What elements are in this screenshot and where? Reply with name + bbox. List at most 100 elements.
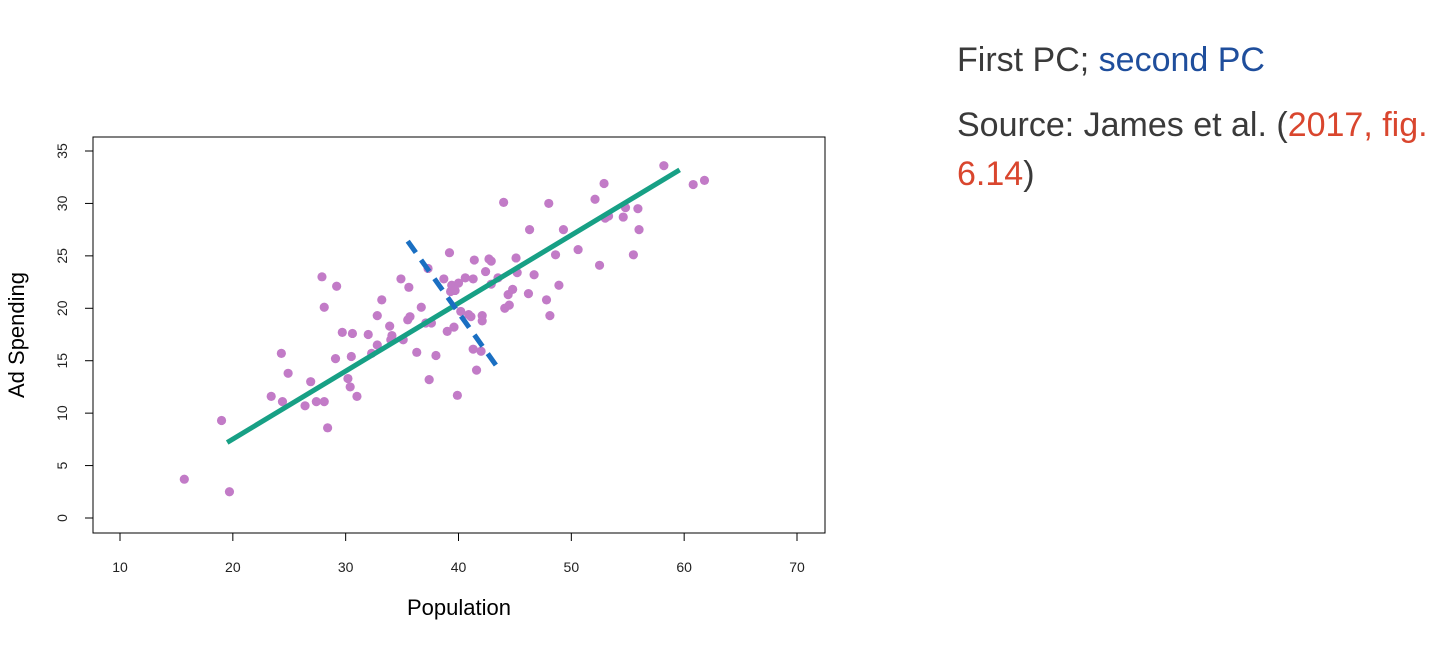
data-point bbox=[444, 248, 455, 258]
data-point bbox=[688, 179, 698, 190]
data-point bbox=[337, 327, 347, 338]
data-point bbox=[469, 255, 479, 265]
data-point bbox=[346, 351, 356, 362]
data-point bbox=[412, 347, 422, 357]
data-point bbox=[352, 391, 362, 401]
data-point bbox=[453, 278, 464, 288]
data-point bbox=[477, 316, 487, 326]
data-point bbox=[276, 348, 286, 358]
data-point bbox=[330, 354, 341, 364]
data-point bbox=[468, 344, 478, 354]
data-points bbox=[179, 161, 710, 497]
data-point bbox=[416, 302, 426, 312]
data-point bbox=[439, 274, 449, 284]
y-tick-label: 5 bbox=[54, 461, 70, 469]
source-close-paren: ) bbox=[1023, 155, 1035, 193]
x-tick-label: 20 bbox=[225, 559, 241, 575]
data-point bbox=[323, 423, 333, 433]
data-point bbox=[404, 282, 414, 292]
data-point bbox=[480, 266, 491, 277]
y-tick-label: 15 bbox=[54, 353, 70, 369]
data-point bbox=[442, 326, 452, 336]
data-point bbox=[277, 397, 288, 407]
data-point bbox=[450, 285, 460, 296]
y-tick-label: 35 bbox=[54, 143, 70, 159]
data-point bbox=[306, 377, 316, 387]
data-point bbox=[224, 487, 235, 497]
data-point bbox=[508, 284, 518, 295]
y-tick-label: 0 bbox=[54, 514, 70, 522]
data-point bbox=[456, 306, 466, 317]
caption-line-2: Source: James et al. (2017, fig. 6.14) bbox=[957, 101, 1437, 199]
data-point bbox=[385, 321, 395, 331]
plot-frame bbox=[92, 136, 826, 534]
data-point bbox=[216, 415, 227, 426]
data-point bbox=[343, 373, 353, 384]
data-point bbox=[499, 197, 509, 207]
data-point bbox=[311, 397, 321, 407]
x-tick-label: 60 bbox=[676, 559, 692, 575]
data-point bbox=[699, 175, 710, 185]
data-point bbox=[283, 368, 293, 378]
data-point bbox=[372, 311, 382, 321]
data-point bbox=[319, 397, 329, 407]
data-point bbox=[345, 382, 355, 392]
data-point bbox=[466, 312, 476, 322]
second-pc-line bbox=[405, 239, 503, 373]
data-point bbox=[319, 302, 329, 312]
data-point bbox=[396, 274, 406, 284]
x-axis: 10 20 30 40 50 60 70 bbox=[112, 532, 805, 575]
x-tick-label: 30 bbox=[338, 559, 354, 575]
data-point bbox=[554, 280, 564, 290]
data-point bbox=[523, 289, 534, 299]
data-point bbox=[529, 270, 539, 280]
pc-lines bbox=[225, 167, 681, 445]
data-point bbox=[541, 295, 552, 305]
y-axis-title: Ad Spending bbox=[4, 272, 29, 398]
data-point bbox=[363, 329, 373, 340]
y-axis: 0 5 10 15 20 25 30 35 bbox=[54, 143, 94, 522]
data-point bbox=[659, 161, 669, 171]
x-tick-label: 50 bbox=[564, 559, 580, 575]
y-tick-label: 25 bbox=[54, 248, 70, 264]
data-point bbox=[300, 401, 310, 411]
data-point bbox=[618, 212, 628, 222]
data-point bbox=[524, 225, 535, 235]
data-point bbox=[634, 225, 644, 235]
data-point bbox=[424, 374, 434, 385]
data-point bbox=[545, 311, 555, 321]
data-point bbox=[471, 365, 482, 375]
data-point bbox=[558, 225, 569, 235]
data-point bbox=[486, 256, 496, 266]
data-point bbox=[317, 272, 327, 282]
data-point bbox=[405, 312, 415, 322]
data-point bbox=[179, 474, 189, 484]
caption-line-1: First PC; second PC bbox=[957, 36, 1437, 85]
data-point bbox=[573, 244, 583, 255]
y-tick-label: 10 bbox=[54, 405, 70, 421]
data-point bbox=[452, 390, 462, 400]
data-point bbox=[377, 295, 387, 305]
data-point bbox=[599, 178, 609, 189]
caption: First PC; second PC Source: James et al.… bbox=[957, 36, 1437, 215]
x-tick-label: 40 bbox=[451, 559, 467, 575]
data-point bbox=[504, 300, 514, 310]
x-tick-label: 10 bbox=[112, 559, 128, 575]
data-point bbox=[332, 281, 342, 291]
x-axis-title: Population bbox=[407, 595, 511, 620]
source-text: Source: James et al. ( bbox=[957, 106, 1288, 144]
scatter-chart: 10 20 30 40 50 60 70 0 5 10 15 20 25 30 35 Population… bbox=[4, 136, 826, 620]
data-point bbox=[511, 253, 521, 263]
data-point bbox=[628, 250, 638, 260]
data-point bbox=[431, 350, 441, 361]
data-point bbox=[468, 274, 478, 284]
data-point bbox=[460, 273, 470, 283]
first-pc-label: First PC; bbox=[957, 41, 1099, 79]
x-tick-label: 70 bbox=[789, 559, 805, 575]
data-point bbox=[633, 204, 643, 214]
source-link[interactable]: 2017, fig. 6.14 bbox=[957, 106, 1428, 193]
y-tick-label: 30 bbox=[54, 195, 70, 211]
data-point bbox=[550, 250, 561, 260]
data-point bbox=[387, 330, 397, 341]
data-point bbox=[266, 391, 276, 401]
